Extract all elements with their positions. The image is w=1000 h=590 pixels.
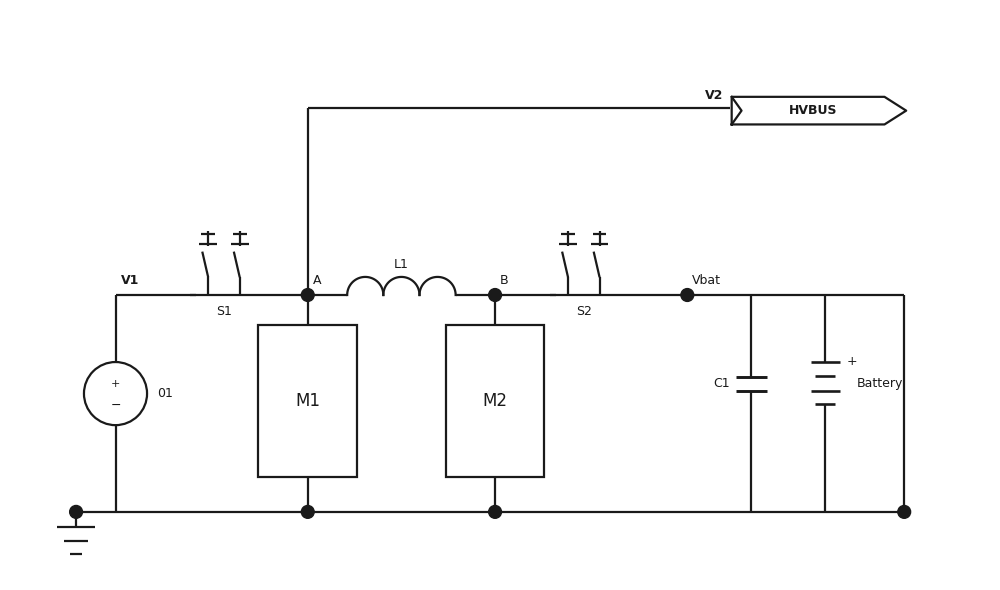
Text: C1: C1 [713,377,730,390]
Circle shape [301,506,314,518]
Text: V1: V1 [120,274,139,287]
Text: S2: S2 [576,305,592,318]
Text: A: A [313,274,321,287]
Bar [258,324,357,477]
Text: Battery: Battery [857,377,903,390]
Text: 01: 01 [157,387,173,400]
Text: L1: L1 [394,258,409,271]
Text: Vbat: Vbat [692,274,721,287]
Text: −: − [110,399,121,412]
Circle shape [301,289,314,301]
Text: +: + [111,379,120,389]
Text: B: B [500,274,509,287]
Circle shape [681,289,694,301]
Circle shape [898,506,911,518]
Circle shape [70,506,82,518]
Text: M1: M1 [295,392,320,410]
Text: S1: S1 [216,305,232,318]
Text: HVBUS: HVBUS [789,104,837,117]
Text: M2: M2 [483,392,508,410]
Text: +: + [847,355,858,368]
Circle shape [489,289,501,301]
Bar [446,324,544,477]
Circle shape [489,506,501,518]
Text: V2: V2 [705,88,724,101]
